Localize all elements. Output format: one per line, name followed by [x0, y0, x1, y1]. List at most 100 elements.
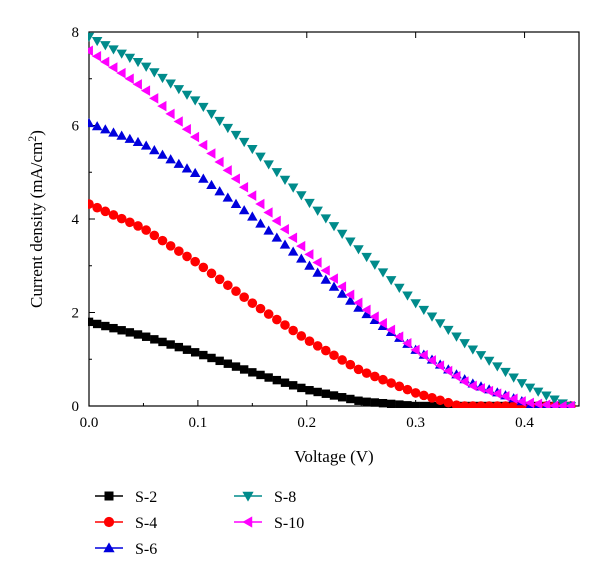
legend-marker	[104, 491, 114, 501]
data-point	[279, 239, 291, 249]
data-point	[320, 265, 330, 276]
data-point	[346, 394, 355, 404]
data-point	[141, 225, 151, 235]
data-point	[312, 257, 322, 268]
data-point	[483, 385, 494, 397]
data-point	[279, 224, 289, 235]
data-point	[427, 393, 437, 403]
data-point	[320, 274, 332, 284]
data-point	[304, 198, 315, 209]
data-point	[377, 268, 389, 278]
data-point	[223, 359, 233, 368]
data-point	[549, 400, 559, 408]
data-point	[100, 206, 111, 217]
data-point	[312, 267, 323, 277]
data-point	[500, 367, 511, 378]
legend-label: S-4	[135, 515, 157, 532]
data-point	[336, 281, 347, 292]
data-point	[231, 286, 241, 297]
data-point	[427, 401, 437, 408]
data-point	[385, 276, 397, 286]
data-point	[214, 116, 225, 127]
data-point	[190, 348, 200, 357]
data-point	[378, 374, 388, 385]
data-point	[181, 123, 191, 135]
data-point	[394, 283, 405, 293]
data-point	[165, 241, 176, 251]
legend-marker	[103, 516, 115, 528]
data-point	[140, 62, 152, 72]
data-point	[189, 131, 200, 143]
series-layer	[88, 32, 577, 408]
data-point	[198, 262, 209, 273]
data-point	[140, 85, 151, 96]
data-point	[459, 401, 470, 408]
data-point	[321, 389, 331, 398]
data-point	[475, 383, 485, 394]
y-axis-label-main: Current density (mA/cm	[27, 142, 46, 308]
data-point	[101, 321, 110, 331]
data-point	[337, 393, 347, 402]
data-point	[500, 390, 510, 402]
data-point	[88, 199, 94, 209]
data-point	[557, 400, 567, 408]
data-point	[296, 331, 307, 341]
data-point	[549, 395, 560, 405]
data-point	[271, 215, 281, 227]
data-point	[541, 399, 551, 408]
data-point	[386, 378, 396, 388]
data-point	[109, 323, 118, 333]
data-point	[468, 401, 478, 408]
data-point	[353, 297, 363, 309]
data-point	[476, 401, 486, 408]
data-point	[174, 246, 184, 256]
data-point	[166, 340, 175, 349]
data-point	[328, 273, 338, 284]
data-point	[304, 249, 314, 260]
data-point	[361, 308, 372, 319]
data-point	[88, 32, 95, 42]
data-point	[304, 336, 315, 346]
data-point	[386, 399, 396, 408]
data-point	[475, 351, 487, 361]
data-point	[508, 373, 519, 383]
data-point	[182, 345, 192, 354]
data-point	[125, 217, 135, 228]
data-point	[116, 130, 127, 140]
data-point	[231, 362, 241, 371]
data-point	[149, 93, 159, 104]
data-point	[426, 355, 436, 366]
data-point	[174, 342, 184, 352]
legend-item-S-4: S-4	[95, 515, 157, 532]
data-point	[255, 303, 266, 314]
data-point	[320, 214, 332, 224]
data-point	[141, 332, 151, 341]
data-point	[108, 45, 119, 55]
data-point	[337, 355, 347, 365]
data-point	[287, 232, 298, 243]
data-point	[222, 165, 232, 176]
data-point	[133, 330, 143, 339]
data-point	[88, 317, 94, 327]
data-point	[157, 73, 168, 84]
data-point	[132, 136, 144, 147]
data-point	[100, 124, 111, 134]
data-point	[190, 256, 200, 267]
data-point	[88, 117, 95, 128]
data-point	[402, 291, 413, 301]
data-point	[239, 365, 249, 374]
data-point	[377, 318, 387, 329]
data-point	[214, 186, 225, 196]
data-point	[255, 198, 265, 210]
data-point	[100, 41, 111, 51]
data-point	[296, 240, 306, 252]
x-tick-label: 0.1	[189, 415, 208, 431]
data-point	[532, 398, 543, 408]
data-point	[296, 253, 307, 263]
data-point	[271, 232, 283, 242]
data-point	[361, 368, 372, 378]
data-point	[451, 400, 462, 408]
data-point	[215, 356, 224, 366]
data-point	[206, 268, 217, 279]
data-point	[451, 332, 462, 342]
